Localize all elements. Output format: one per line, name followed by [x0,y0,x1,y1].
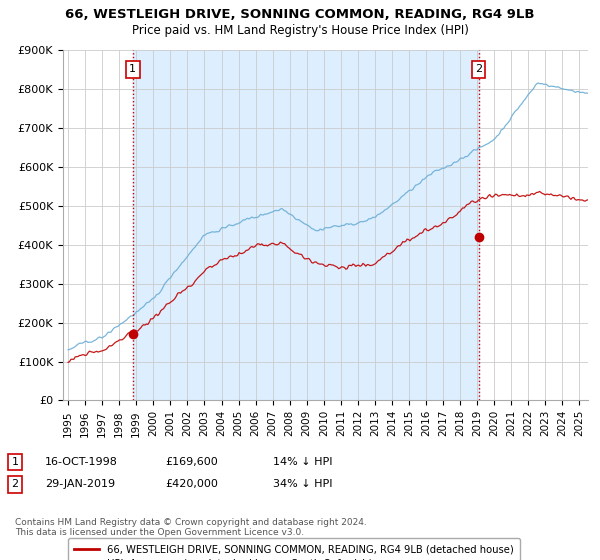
Text: 66, WESTLEIGH DRIVE, SONNING COMMON, READING, RG4 9LB: 66, WESTLEIGH DRIVE, SONNING COMMON, REA… [65,8,535,21]
Text: £169,600: £169,600 [165,457,218,467]
Text: Price paid vs. HM Land Registry's House Price Index (HPI): Price paid vs. HM Land Registry's House … [131,24,469,36]
Text: 16-OCT-1998: 16-OCT-1998 [45,457,118,467]
Text: 34% ↓ HPI: 34% ↓ HPI [273,479,332,489]
Text: 29-JAN-2019: 29-JAN-2019 [45,479,115,489]
Text: 1: 1 [129,64,136,74]
Legend: 66, WESTLEIGH DRIVE, SONNING COMMON, READING, RG4 9LB (detached house), HPI: Ave: 66, WESTLEIGH DRIVE, SONNING COMMON, REA… [68,538,520,560]
Text: 2: 2 [475,64,482,74]
Text: 14% ↓ HPI: 14% ↓ HPI [273,457,332,467]
Text: 1: 1 [11,457,19,467]
Text: £420,000: £420,000 [165,479,218,489]
Bar [133,50,479,400]
Text: Contains HM Land Registry data © Crown copyright and database right 2024.
This d: Contains HM Land Registry data © Crown c… [15,518,367,538]
Text: 2: 2 [11,479,19,489]
